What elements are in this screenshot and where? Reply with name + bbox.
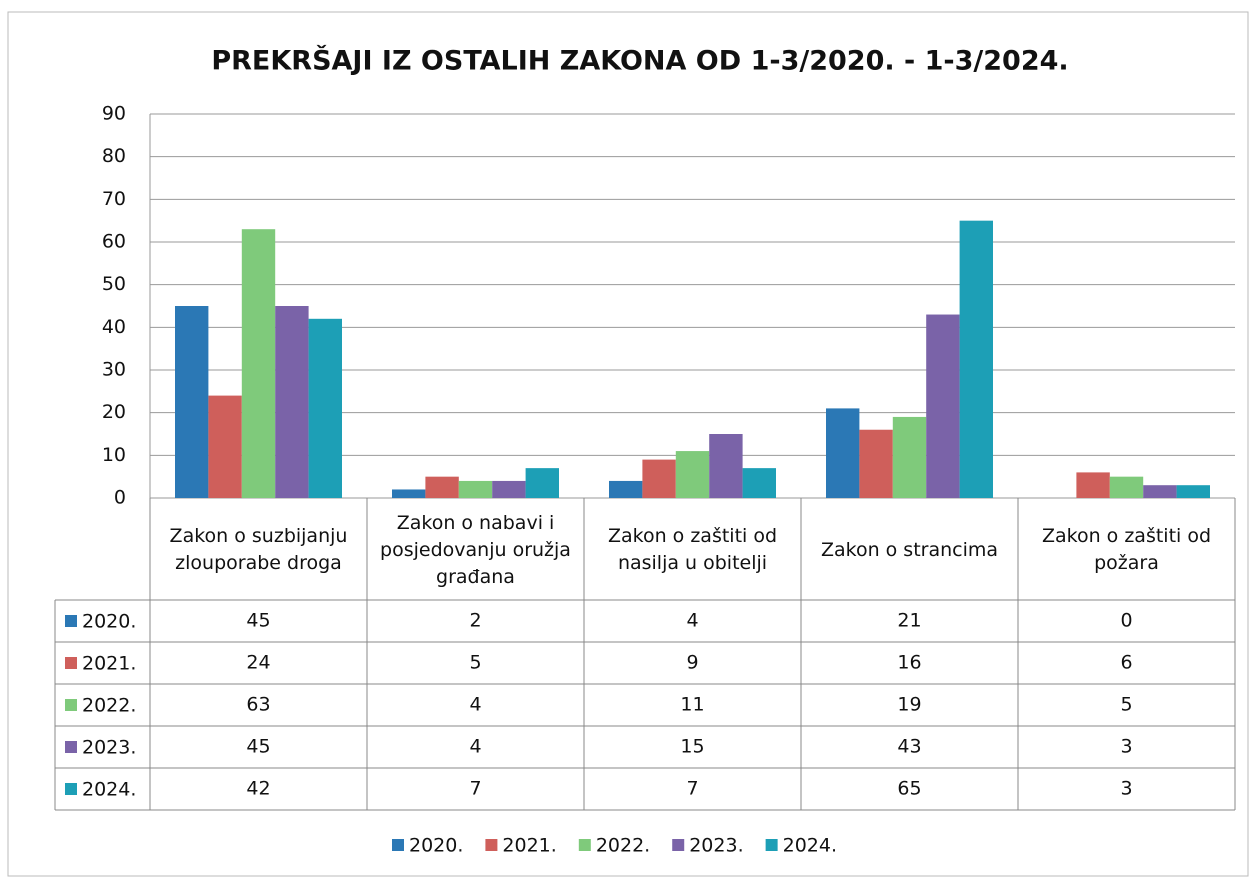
y-tick-label: 50 <box>102 273 126 295</box>
bar <box>709 434 743 498</box>
bar <box>1176 485 1210 498</box>
table-value: 2 <box>469 610 481 632</box>
table-series-name: 2024. <box>82 779 136 801</box>
x-tick-label: Zakon o zaštiti od požara <box>1041 525 1212 574</box>
y-tick-label: 30 <box>102 359 126 381</box>
table-value: 42 <box>246 778 270 800</box>
legend-key <box>392 839 404 851</box>
table-value: 11 <box>680 694 704 716</box>
legend-label: 2023. <box>689 835 743 857</box>
table-value: 5 <box>469 652 481 674</box>
bar <box>275 306 309 498</box>
table-value: 6 <box>1120 652 1132 674</box>
table-value: 4 <box>469 694 481 716</box>
legend-label: 2024. <box>783 835 837 857</box>
bar <box>392 489 426 498</box>
table-value: 45 <box>246 610 270 632</box>
table-series-name: 2022. <box>82 695 136 717</box>
table-value: 43 <box>897 736 921 758</box>
bar <box>1143 485 1177 498</box>
table-value: 5 <box>1120 694 1132 716</box>
legend-key <box>485 839 498 851</box>
bar <box>859 429 893 498</box>
table-value: 65 <box>897 778 921 800</box>
bar <box>1076 472 1110 498</box>
bar <box>926 314 960 498</box>
y-tick-label: 20 <box>102 401 126 423</box>
y-tick-label: 70 <box>102 188 126 210</box>
legend-key <box>65 615 77 627</box>
table-value: 63 <box>246 694 270 716</box>
chart-title: PREKRŠAJI IZ OSTALIH ZAKONA OD 1-3/2020.… <box>211 45 1068 77</box>
table-value: 21 <box>897 610 921 632</box>
legend-key <box>65 741 77 753</box>
bar <box>1109 476 1144 498</box>
bar <box>208 395 242 498</box>
legend-label: 2022. <box>596 835 650 857</box>
legend-key <box>65 783 77 795</box>
y-tick-label: 10 <box>102 444 126 466</box>
y-tick-label: 60 <box>102 231 126 253</box>
table-series-name: 2021. <box>82 653 136 675</box>
y-tick-label: 0 <box>114 487 126 509</box>
table-series-name: 2020. <box>82 611 136 633</box>
table-value: 9 <box>686 652 698 674</box>
table-value: 7 <box>469 778 481 800</box>
table-value: 24 <box>246 652 270 674</box>
legend-key <box>578 839 591 851</box>
bar <box>308 318 342 498</box>
bar <box>425 476 459 498</box>
frame <box>7 11 1249 877</box>
y-tick-label: 80 <box>102 145 126 167</box>
x-tick-label: Zakon o nabavi i posjedovanju oružja gra… <box>380 511 571 588</box>
legend-label: 2021. <box>502 835 556 857</box>
table-value: 19 <box>897 694 921 716</box>
legend-key <box>65 699 77 711</box>
table-value: 45 <box>246 736 270 758</box>
y-tick-label: 90 <box>102 103 126 125</box>
bar <box>826 408 860 498</box>
table-value: 0 <box>1120 610 1132 632</box>
y-tick-label: 40 <box>102 316 126 338</box>
table-value: 7 <box>686 778 698 800</box>
table-value: 16 <box>897 652 921 674</box>
legend-label: 2020. <box>409 835 463 857</box>
legend-key <box>672 839 685 851</box>
bar <box>175 306 209 498</box>
table-value: 3 <box>1120 778 1132 800</box>
bar <box>458 480 493 498</box>
legend-key <box>765 839 778 851</box>
bar <box>892 416 927 498</box>
x-tick-label: Zakon o strancima <box>820 538 999 561</box>
bar <box>492 480 526 498</box>
bar <box>675 451 710 498</box>
table-series-name: 2023. <box>82 737 136 759</box>
bar <box>525 468 559 498</box>
table-value: 4 <box>686 610 698 632</box>
bar <box>241 229 276 498</box>
bar <box>609 480 643 498</box>
bar <box>742 468 776 498</box>
x-tick-label: Zakon o suzbijanju zlouporabe droga <box>169 525 348 574</box>
bar <box>959 220 993 498</box>
table-value: 4 <box>469 736 481 758</box>
legend-key <box>65 657 77 669</box>
bar <box>642 459 676 498</box>
table-value: 15 <box>680 736 704 758</box>
x-tick-label: Zakon o zaštiti od nasilja u obitelji <box>607 525 778 574</box>
table-value: 3 <box>1120 736 1132 758</box>
